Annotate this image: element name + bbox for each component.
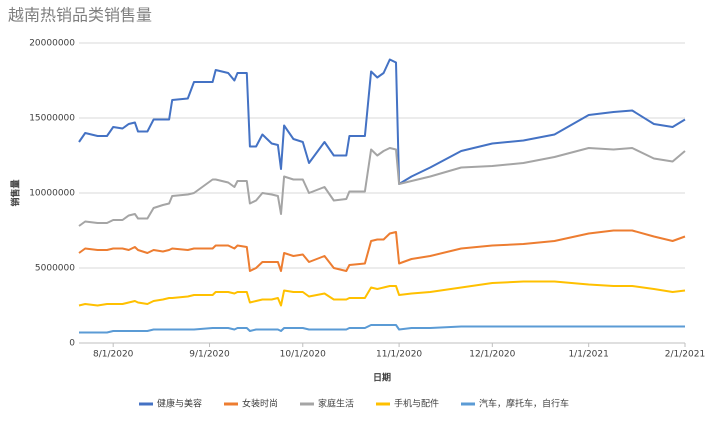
series-line [78,280,686,307]
y-tick-label: 10000000 [29,189,75,199]
legend-label: 手机与配件 [394,398,439,410]
legend-label: 女装时尚 [242,398,278,410]
series-line [78,58,686,185]
y-tick-label: 15000000 [29,114,75,124]
x-tick-label: 9/1/2020 [189,350,230,360]
series-line [78,147,686,227]
y-tick-label: 0 [69,339,75,349]
y-tick-label: 5000000 [35,264,75,274]
legend-label: 家庭生活 [318,398,354,410]
x-tick-label: 11/1/2020 [376,350,422,360]
series-line [78,229,686,272]
chart-title: 越南热销品类销售量 [8,6,152,25]
x-tick-label: 12/1/2020 [469,350,515,360]
series-line [79,324,685,334]
x-tick-label: 10/1/2020 [280,350,326,360]
y-tick-label: 20000000 [29,39,75,49]
legend-label: 健康与美容 [157,398,202,410]
y-axis-label: 销售量 [10,179,22,206]
x-tick-label: 2/1/2021 [665,350,705,360]
x-axis-label: 日期 [373,372,391,384]
legend-label: 汽车，摩托车，自行车 [479,398,569,410]
x-tick-label: 1/1/2021 [568,350,608,360]
x-tick-label: 8/1/2020 [93,350,134,360]
